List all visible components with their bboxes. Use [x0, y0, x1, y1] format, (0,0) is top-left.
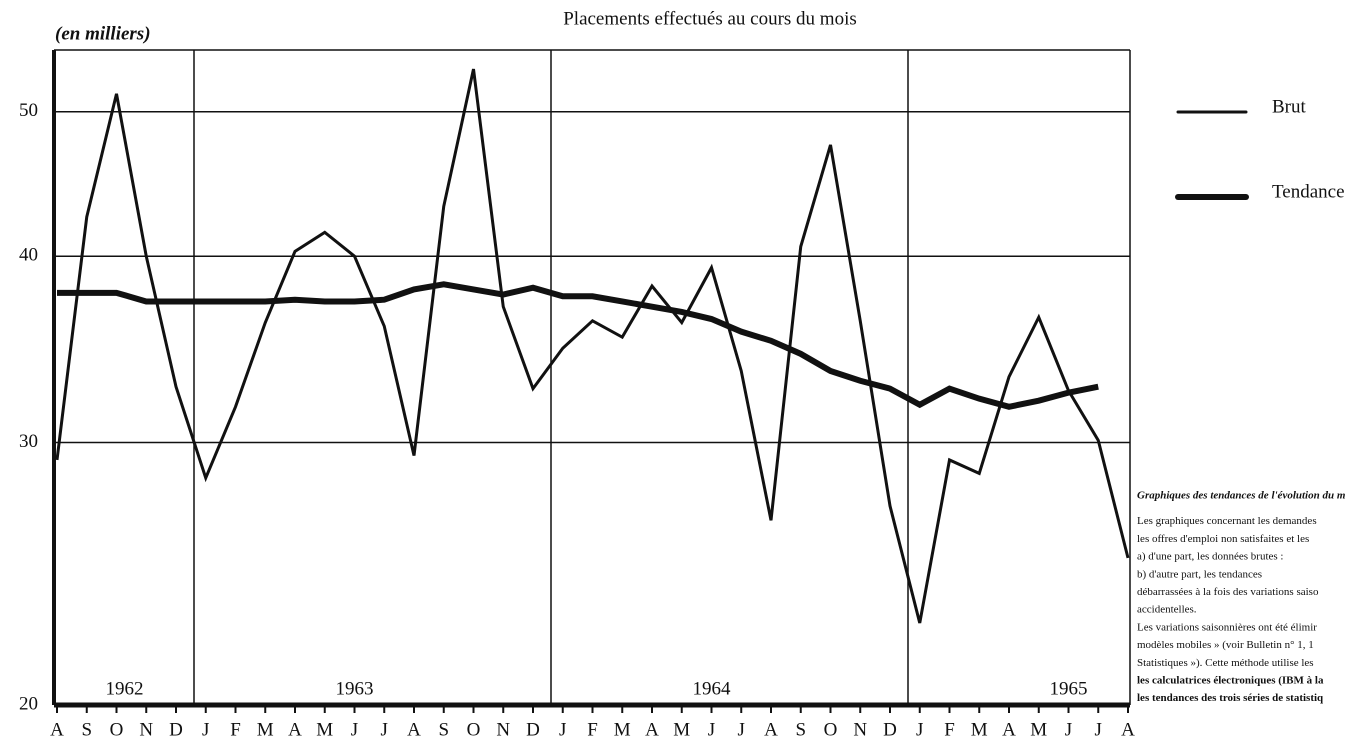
x-tick-label: J [738, 719, 745, 740]
x-tick-label: J [202, 719, 209, 740]
y-axis-label: (en milliers) [55, 23, 151, 44]
x-tick-label: F [587, 719, 598, 740]
x-tick-label: A [645, 719, 659, 740]
side-note-line: b) d'autre part, les tendances [1137, 568, 1262, 580]
x-tick-label: A [288, 719, 302, 740]
x-tick-label: D [883, 719, 897, 740]
x-tick-label: O [467, 719, 481, 740]
side-note-line: les offres d'emploi non satisfaites et l… [1137, 533, 1309, 545]
x-tick-label: O [110, 719, 124, 740]
data-line [57, 281, 1099, 410]
x-tick-label: D [169, 719, 183, 740]
x-tick-label: J [381, 719, 388, 740]
x-tick-label: N [496, 719, 510, 740]
x-tick-label: J [351, 719, 358, 740]
year-label: 1964 [693, 678, 732, 699]
x-tick-label: S [795, 719, 806, 740]
side-note-line: accidentelles. [1137, 604, 1197, 616]
x-tick-label: A [1002, 719, 1016, 740]
x-tick-label: S [81, 719, 92, 740]
year-label: 1962 [106, 678, 144, 699]
chart-title: Placements effectués au cours du mois [563, 8, 857, 29]
side-note-line: débarrassées à la fois des variations sa… [1137, 586, 1319, 598]
y-tick-label: 30 [19, 431, 38, 452]
side-note-line: Les variations saisonnières ont été élim… [1137, 621, 1317, 633]
side-note-line: Graphiques des tendances de l'évolution … [1137, 490, 1346, 502]
x-tick-label: J [916, 719, 923, 740]
side-note-line: Les graphiques concernant les demandes [1137, 515, 1317, 527]
x-tick-label: M [1030, 719, 1047, 740]
x-tick-label: A [50, 719, 64, 740]
x-tick-label: M [316, 719, 333, 740]
side-note-line: les tendances des trois séries de statis… [1137, 692, 1324, 704]
x-tick-label: J [559, 719, 566, 740]
y-tick-label: 50 [19, 100, 38, 121]
x-tick-label: A [407, 719, 421, 740]
x-tick-label: N [139, 719, 153, 740]
x-tick-label: F [944, 719, 955, 740]
side-note-line: les calculatrices électroniques (IBM à l… [1137, 675, 1324, 687]
y-tick-label: 20 [19, 693, 38, 714]
data-line [55, 68, 1130, 624]
x-tick-label: M [614, 719, 631, 740]
x-tick-label: F [230, 719, 241, 740]
x-tick-label: N [853, 719, 867, 740]
x-tick-label: J [1065, 719, 1072, 740]
side-note-line: modèles mobiles » (voir Bulletin n° 1, 1 [1137, 639, 1314, 651]
year-label: 1965 [1050, 678, 1088, 699]
year-label: 1963 [336, 678, 374, 699]
x-tick-label: A [1121, 719, 1135, 740]
side-note-line: a) d'une part, les données brutes : [1137, 551, 1283, 563]
x-tick-label: J [1095, 719, 1102, 740]
legend-label: Brut [1272, 96, 1307, 117]
x-tick-label: M [971, 719, 988, 740]
x-tick-label: D [526, 719, 540, 740]
x-tick-label: J [708, 719, 715, 740]
side-note-line: Statistiques »). Cette méthode utilise l… [1137, 657, 1314, 669]
x-tick-label: M [257, 719, 274, 740]
x-tick-label: S [438, 719, 449, 740]
y-tick-label: 40 [19, 245, 38, 266]
x-tick-label: M [673, 719, 690, 740]
x-tick-label: O [824, 719, 838, 740]
legend-label: Tendance [1272, 181, 1345, 202]
x-tick-label: A [764, 719, 778, 740]
